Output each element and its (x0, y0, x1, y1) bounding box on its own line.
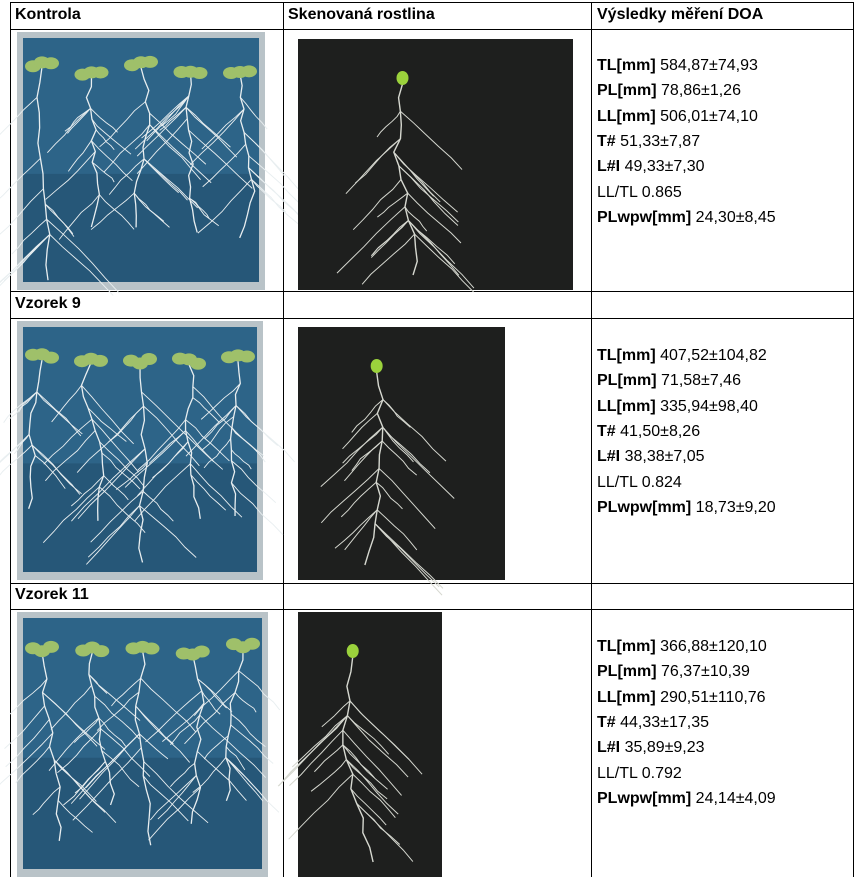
measurement: L#I 38,38±7,05 (597, 447, 705, 467)
plate-shade (23, 174, 259, 282)
measurement-value: 0.792 (642, 765, 682, 782)
measurement-value: 35,89±9,23 (625, 739, 705, 756)
leaf (92, 355, 108, 367)
leaf (144, 643, 160, 655)
measurement-name: LL[mm] (597, 398, 656, 415)
measurement-value: 78,86±1,26 (661, 82, 741, 99)
measurement: TL[mm] 407,52±104,82 (597, 346, 767, 366)
measurement: T# 41,50±8,26 (597, 422, 700, 442)
leaf (194, 646, 210, 658)
scan-background (298, 39, 573, 290)
measurement-value: 506,01±74,10 (660, 108, 758, 125)
measurement: PL[mm] 71,58±7,46 (597, 371, 741, 391)
measurement-value: 290,51±110,76 (660, 689, 765, 706)
measurement-value: 18,73±9,20 (696, 499, 776, 516)
measurement-value: 0.824 (642, 474, 682, 491)
images (0, 0, 863, 877)
measurement-value: 41,50±8,26 (620, 423, 700, 440)
measurement: L#I 35,89±9,23 (597, 738, 705, 758)
scan-photo (298, 39, 573, 292)
measurement-name: T# (597, 423, 616, 440)
measurement: LL[mm] 290,51±110,76 (597, 688, 766, 708)
document: Kontrola Skenovaná rostlina Výsledky měř… (0, 0, 863, 877)
measurement: LL/TL 0.792 (597, 764, 682, 784)
leaf (241, 65, 257, 77)
row-label: Vzorek 9 (15, 294, 81, 314)
measurement: T# 51,33±7,87 (597, 132, 700, 152)
measurement-value: 49,33±7,30 (625, 158, 705, 175)
measurement-value: 44,33±17,35 (620, 714, 709, 731)
measurement-name: LL/TL (597, 765, 637, 782)
measurement-name: PLwpw[mm] (597, 790, 691, 807)
measurement-name: T# (597, 133, 616, 150)
leaf (93, 645, 109, 657)
measurement-name: L#I (597, 739, 620, 756)
scan-background (298, 327, 505, 580)
measurement: LL[mm] 335,94±98,40 (597, 397, 758, 417)
measurement: PL[mm] 78,86±1,26 (597, 81, 741, 101)
measurement-name: L#I (597, 448, 620, 465)
measurement: L#I 49,33±7,30 (597, 157, 705, 177)
leaf (43, 57, 59, 69)
row-label: Vzorek 11 (15, 585, 89, 605)
measurement-name: PL[mm] (597, 663, 657, 680)
measurement-value: 0.865 (642, 184, 682, 201)
measurement-name: TL[mm] (597, 347, 656, 364)
leaf (190, 358, 206, 370)
measurement: PLwpw[mm] 24,30±8,45 (597, 208, 776, 228)
measurement: LL[mm] 506,01±74,10 (597, 107, 758, 127)
scan-photo (298, 327, 505, 595)
measurement-name: L#I (597, 158, 620, 175)
leaf (142, 56, 158, 68)
seedling (397, 71, 409, 85)
plate-shade (23, 758, 262, 869)
measurement-name: LL[mm] (597, 108, 656, 125)
measurement-value: 76,37±10,39 (661, 663, 750, 680)
measurement-name: PL[mm] (597, 372, 657, 389)
measurement-value: 24,14±4,09 (696, 790, 776, 807)
leaf (43, 641, 59, 653)
measurement-value: 24,30±8,45 (696, 209, 776, 226)
plate-photo (0, 612, 280, 877)
measurement-name: PL[mm] (597, 82, 657, 99)
leaf (93, 66, 109, 78)
measurement-name: LL/TL (597, 184, 637, 201)
measurement-name: PLwpw[mm] (597, 499, 691, 516)
measurement: PL[mm] 76,37±10,39 (597, 662, 750, 682)
measurement-name: TL[mm] (597, 57, 656, 74)
plate-photo (0, 32, 307, 307)
measurement: TL[mm] 584,87±74,93 (597, 56, 758, 76)
measurement-value: 584,87±74,93 (660, 57, 758, 74)
measurement-name: LL/TL (597, 474, 637, 491)
measurement: LL/TL 0.824 (597, 473, 682, 493)
measurement-value: 71,58±7,46 (661, 372, 741, 389)
measurement-name: LL[mm] (597, 689, 656, 706)
leaf (192, 67, 208, 79)
measurement-value: 51,33±7,87 (620, 133, 700, 150)
measurement: T# 44,33±17,35 (597, 713, 709, 733)
measurement-value: 335,94±98,40 (660, 398, 758, 415)
seedling (347, 644, 359, 658)
plate-shade (23, 463, 257, 572)
seedling (371, 359, 383, 373)
measurement: LL/TL 0.865 (597, 183, 682, 203)
leaf (239, 351, 255, 363)
scan-photo (278, 612, 442, 877)
measurement: PLwpw[mm] 24,14±4,09 (597, 789, 776, 809)
measurement-name: TL[mm] (597, 638, 656, 655)
measurement-name: PLwpw[mm] (597, 209, 691, 226)
measurement-value: 366,88±120,10 (660, 638, 767, 655)
leaf (141, 353, 157, 365)
leaf (43, 352, 59, 364)
measurement-name: T# (597, 714, 616, 731)
plate-photo (0, 321, 295, 580)
measurement-value: 38,38±7,05 (625, 448, 705, 465)
measurement-value: 407,52±104,82 (660, 347, 767, 364)
measurement: PLwpw[mm] 18,73±9,20 (597, 498, 776, 518)
measurement: TL[mm] 366,88±120,10 (597, 637, 767, 657)
leaf (244, 638, 260, 650)
